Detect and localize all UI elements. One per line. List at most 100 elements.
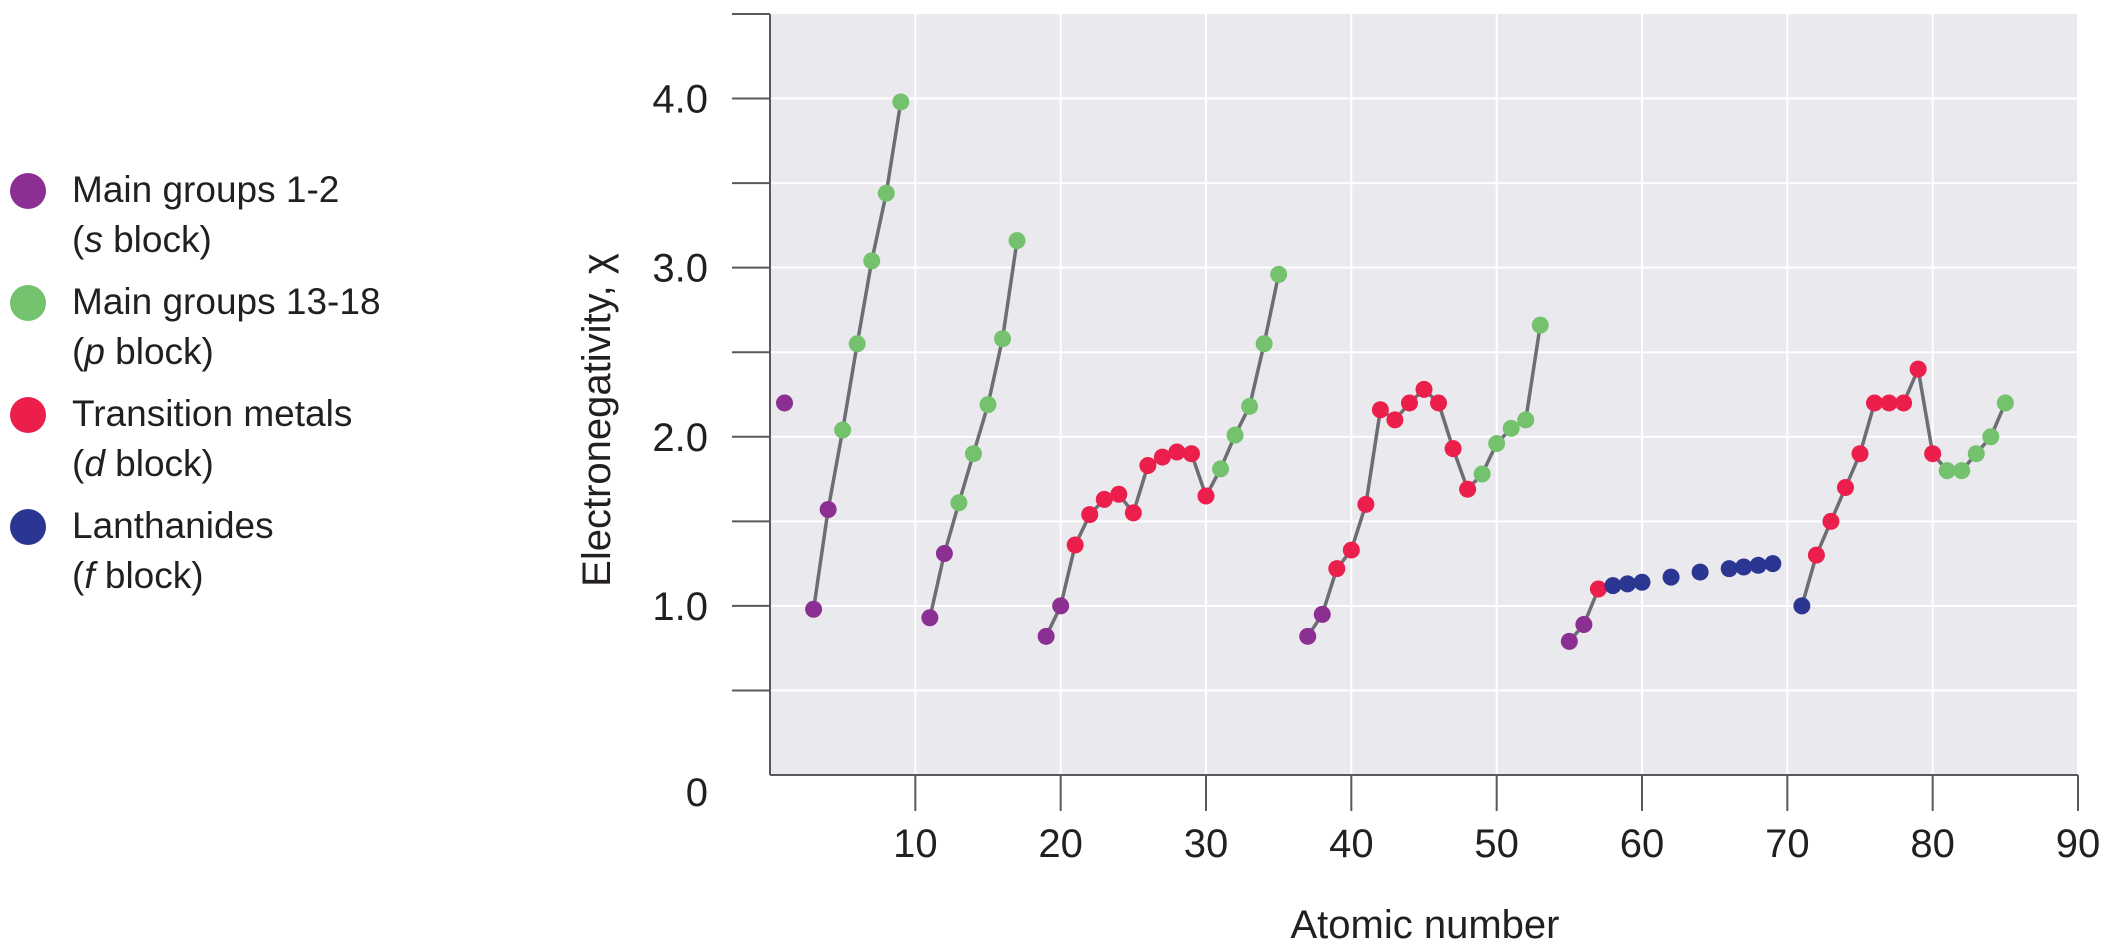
data-point-d-block bbox=[1124, 504, 1142, 522]
data-point-f-block bbox=[1618, 575, 1636, 593]
legend-label-line2: (p block) bbox=[72, 331, 214, 372]
data-point-d-block bbox=[1924, 445, 1942, 463]
legend-label: Main groups 1-2 (s block) bbox=[72, 165, 339, 265]
legend-label: Transition metals (d block) bbox=[72, 389, 352, 489]
y-tick-label: 1.0 bbox=[652, 585, 708, 629]
data-point-p-block bbox=[877, 184, 895, 202]
data-points bbox=[776, 93, 2014, 650]
data-point-d-block bbox=[1851, 445, 1869, 463]
y-tick-label: 0 bbox=[686, 771, 708, 815]
data-point-d-block bbox=[1110, 485, 1128, 503]
data-point-d-block bbox=[1139, 457, 1157, 475]
grid bbox=[770, 14, 2079, 775]
tick-labels: 10 20 30 40 50 60 70 80 90 0 1.0 2.0 3.0 4.0 bbox=[652, 78, 2100, 866]
data-point-d-block bbox=[1095, 490, 1113, 508]
data-point-f-block bbox=[1691, 563, 1709, 581]
data-point-p-block bbox=[1226, 426, 1244, 444]
data-point-p-block bbox=[1008, 232, 1026, 250]
data-point-d-block bbox=[1909, 360, 1927, 378]
data-point-p-block bbox=[950, 494, 968, 512]
legend-label-line1: Lanthanides bbox=[72, 505, 274, 546]
data-point-p-block bbox=[979, 396, 997, 414]
data-point-p-block bbox=[1953, 462, 1971, 480]
y-tick-label: 2.0 bbox=[652, 416, 708, 460]
data-point-f-block bbox=[1749, 556, 1767, 574]
data-point-f-block bbox=[1793, 597, 1811, 615]
y-tick-label: 4.0 bbox=[652, 78, 708, 122]
data-point-p-block bbox=[863, 252, 881, 270]
data-point-p-block bbox=[834, 421, 852, 439]
data-point-p-block bbox=[1996, 394, 2014, 412]
data-point-d-block bbox=[1328, 560, 1346, 578]
data-point-d-block bbox=[1386, 411, 1404, 429]
data-point-s-block bbox=[805, 600, 823, 618]
data-point-p-block bbox=[1982, 428, 2000, 446]
data-point-s-block bbox=[776, 394, 794, 412]
data-point-p-block bbox=[1531, 316, 1549, 334]
legend-label-line2: (s block) bbox=[72, 219, 212, 260]
data-point-d-block bbox=[1066, 536, 1084, 554]
data-point-p-block bbox=[1255, 335, 1273, 353]
y-axis-title: Electronegativity, χ bbox=[575, 253, 619, 587]
data-point-s-block bbox=[1052, 597, 1070, 615]
x-tick-label: 50 bbox=[1474, 822, 1519, 866]
x-tick-label: 10 bbox=[893, 822, 938, 866]
data-point-d-block bbox=[1822, 512, 1840, 530]
x-tick-label: 40 bbox=[1329, 822, 1374, 866]
data-point-s-block bbox=[1313, 605, 1331, 623]
legend-label-line2: (d block) bbox=[72, 443, 214, 484]
data-point-s-block bbox=[921, 609, 939, 627]
data-point-d-block bbox=[1153, 448, 1171, 466]
data-point-f-block bbox=[1662, 568, 1680, 586]
data-point-d-block bbox=[1866, 394, 1884, 412]
data-point-d-block bbox=[1444, 440, 1462, 458]
data-point-d-block bbox=[1459, 480, 1477, 498]
data-point-p-block bbox=[892, 93, 910, 111]
legend-label-line1: Transition metals bbox=[72, 393, 353, 434]
y-tick-label: 3.0 bbox=[652, 247, 708, 291]
data-point-d-block bbox=[1807, 546, 1825, 564]
legend-label: Main groups 13-18 (p block) bbox=[72, 277, 381, 377]
data-point-d-block bbox=[1197, 487, 1215, 505]
legend-swatch bbox=[10, 173, 46, 209]
x-tick-label: 30 bbox=[1184, 822, 1229, 866]
data-point-p-block bbox=[1938, 462, 1956, 480]
data-point-p-block bbox=[1502, 419, 1520, 437]
data-point-s-block bbox=[1037, 627, 1055, 645]
data-point-s-block bbox=[1575, 615, 1593, 633]
data-point-f-block bbox=[1735, 558, 1753, 576]
data-point-d-block bbox=[1400, 394, 1418, 412]
x-tick-label: 80 bbox=[1910, 822, 1955, 866]
data-point-s-block bbox=[819, 500, 837, 518]
data-point-f-block bbox=[1720, 560, 1738, 578]
data-point-s-block bbox=[1560, 632, 1578, 650]
data-point-d-block bbox=[1081, 506, 1099, 524]
data-point-p-block bbox=[1270, 265, 1288, 283]
data-point-d-block bbox=[1182, 445, 1200, 463]
x-tick-label: 90 bbox=[2056, 822, 2101, 866]
axes bbox=[732, 13, 2079, 811]
x-tick-label: 20 bbox=[1038, 822, 1083, 866]
x-axis-title: Atomic number bbox=[1291, 903, 1560, 947]
data-point-p-block bbox=[1967, 445, 1985, 463]
data-point-p-block bbox=[1212, 460, 1230, 478]
data-point-p-block bbox=[1473, 465, 1491, 483]
data-point-d-block bbox=[1880, 394, 1898, 412]
data-point-p-block bbox=[1517, 411, 1535, 429]
data-point-d-block bbox=[1415, 380, 1433, 398]
legend-label-line1: Main groups 1-2 bbox=[72, 169, 340, 210]
data-point-d-block bbox=[1430, 394, 1448, 412]
legend-label-line2: (f block) bbox=[72, 555, 204, 596]
data-point-s-block bbox=[935, 544, 953, 562]
data-point-p-block bbox=[964, 445, 982, 463]
data-point-d-block bbox=[1895, 394, 1913, 412]
x-tick-label: 70 bbox=[1765, 822, 1810, 866]
x-tick-label: 60 bbox=[1620, 822, 1665, 866]
legend-swatch bbox=[10, 397, 46, 433]
data-point-s-block bbox=[1299, 627, 1317, 645]
data-point-p-block bbox=[1241, 397, 1259, 415]
legend-swatch bbox=[10, 509, 46, 545]
data-point-p-block bbox=[1488, 435, 1506, 453]
data-point-f-block bbox=[1764, 555, 1782, 573]
